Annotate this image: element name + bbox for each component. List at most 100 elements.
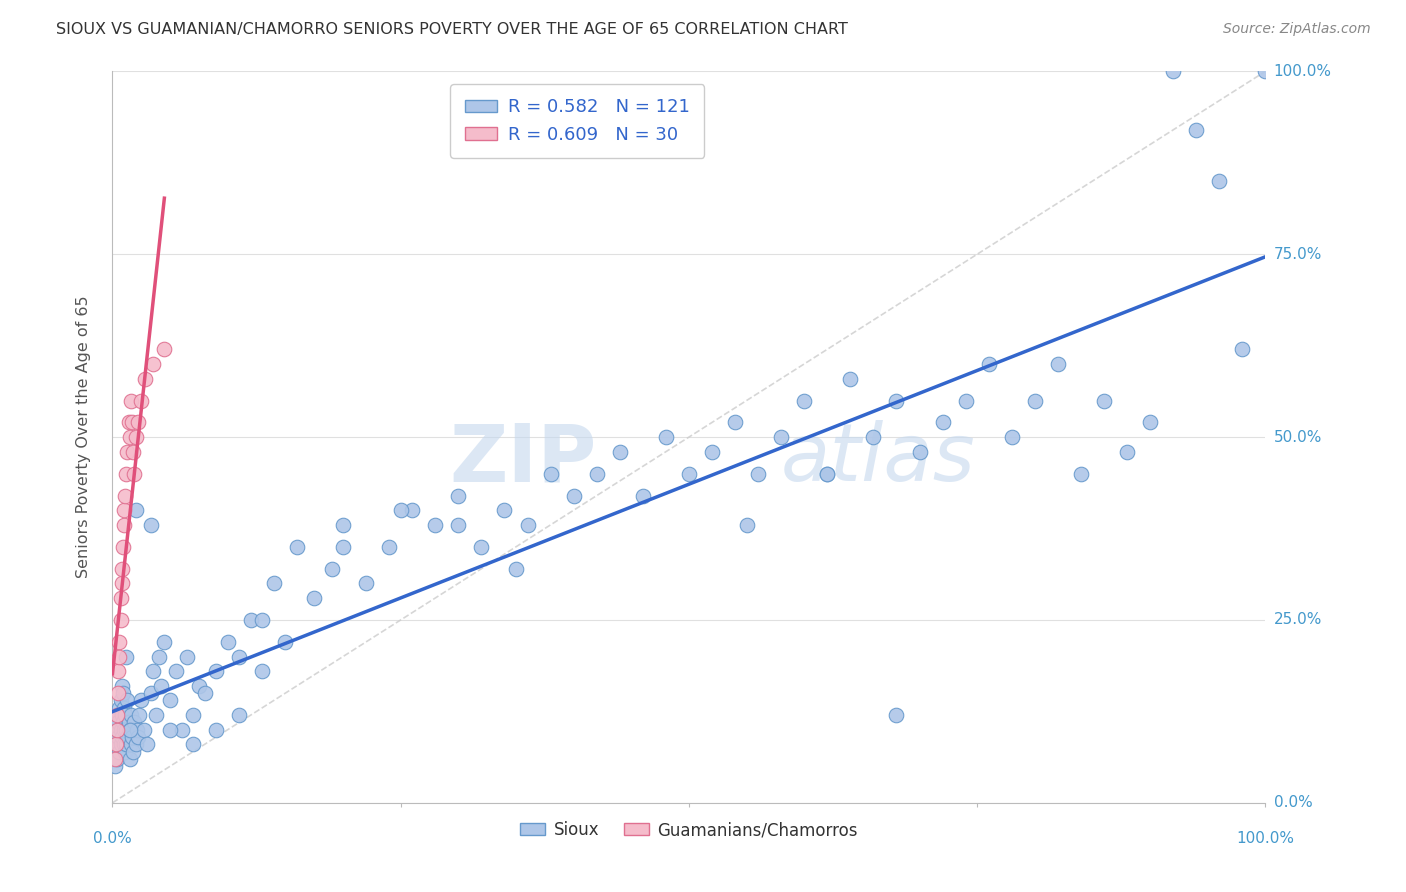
Point [815, 467, 838, 481]
Point [148, 649, 170, 664]
Point [110, 723, 132, 737]
Point [447, 517, 470, 532]
Point [332, 540, 354, 554]
Point [127, 416, 149, 430]
Point [107, 708, 129, 723]
Point [378, 540, 401, 554]
Point [110, 737, 132, 751]
Point [111, 562, 134, 576]
Point [129, 693, 153, 707]
Point [188, 679, 211, 693]
Point [274, 635, 297, 649]
Point [136, 737, 159, 751]
Point [108, 745, 131, 759]
Point [1070, 467, 1092, 481]
Legend: Sioux, Guamanians/Chamorros: Sioux, Guamanians/Chamorros [513, 814, 865, 846]
Point [124, 430, 146, 444]
Point [149, 679, 172, 693]
Point [124, 467, 146, 481]
Point [700, 444, 723, 458]
Point [1208, 174, 1230, 188]
Point [128, 708, 150, 723]
Point [304, 591, 326, 605]
Text: 0.0%: 0.0% [93, 830, 132, 846]
Text: 25.0%: 25.0% [1274, 613, 1322, 627]
Point [1139, 416, 1161, 430]
Point [115, 467, 138, 481]
Point [105, 708, 128, 723]
Point [470, 540, 492, 554]
Point [332, 517, 354, 532]
Point [217, 635, 239, 649]
Point [285, 540, 308, 554]
Point [142, 664, 165, 678]
Point [114, 708, 136, 723]
Point [120, 737, 142, 751]
Point [159, 723, 181, 737]
Point [127, 730, 149, 744]
Point [955, 393, 977, 408]
Point [239, 613, 262, 627]
Text: atlas: atlas [782, 420, 976, 498]
Point [886, 708, 908, 723]
Point [862, 430, 884, 444]
Text: SIOUX VS GUAMANIAN/CHAMORRO SENIORS POVERTY OVER THE AGE OF 65 CORRELATION CHART: SIOUX VS GUAMANIAN/CHAMORRO SENIORS POVE… [56, 22, 848, 37]
Point [142, 357, 165, 371]
Point [105, 723, 128, 737]
Point [120, 708, 142, 723]
Point [105, 752, 128, 766]
Point [401, 503, 423, 517]
Point [252, 613, 274, 627]
Point [770, 430, 793, 444]
Point [104, 737, 127, 751]
Point [263, 576, 285, 591]
Point [793, 393, 815, 408]
Point [117, 416, 139, 430]
Point [354, 576, 377, 591]
Text: Source: ZipAtlas.com: Source: ZipAtlas.com [1223, 22, 1371, 37]
Point [125, 723, 148, 737]
Point [108, 649, 131, 664]
Point [562, 489, 585, 503]
Point [1161, 64, 1184, 78]
Point [117, 693, 139, 707]
Point [540, 467, 562, 481]
Point [425, 517, 447, 532]
Point [112, 517, 135, 532]
Point [205, 664, 228, 678]
Point [678, 467, 700, 481]
Point [389, 503, 412, 517]
Point [321, 562, 343, 576]
Point [132, 723, 155, 737]
Point [110, 591, 132, 605]
Point [111, 540, 134, 554]
Point [111, 679, 134, 693]
Point [447, 489, 470, 503]
Point [977, 357, 1000, 371]
Point [118, 752, 141, 766]
Point [1185, 123, 1208, 137]
Point [609, 444, 631, 458]
Point [228, 649, 250, 664]
Point [129, 393, 153, 408]
Text: 100.0%: 100.0% [1274, 64, 1331, 78]
Point [107, 664, 129, 678]
Point [747, 467, 769, 481]
Point [107, 730, 129, 744]
Point [104, 759, 127, 773]
Point [111, 708, 134, 723]
Point [124, 737, 146, 751]
Point [170, 723, 193, 737]
Point [181, 708, 204, 723]
Point [117, 715, 139, 730]
Point [1024, 393, 1046, 408]
Point [153, 635, 176, 649]
Point [110, 693, 132, 707]
Point [585, 467, 607, 481]
Point [108, 700, 131, 714]
Point [139, 686, 162, 700]
Point [124, 503, 146, 517]
Point [120, 393, 142, 408]
Point [145, 708, 167, 723]
Point [252, 664, 274, 678]
